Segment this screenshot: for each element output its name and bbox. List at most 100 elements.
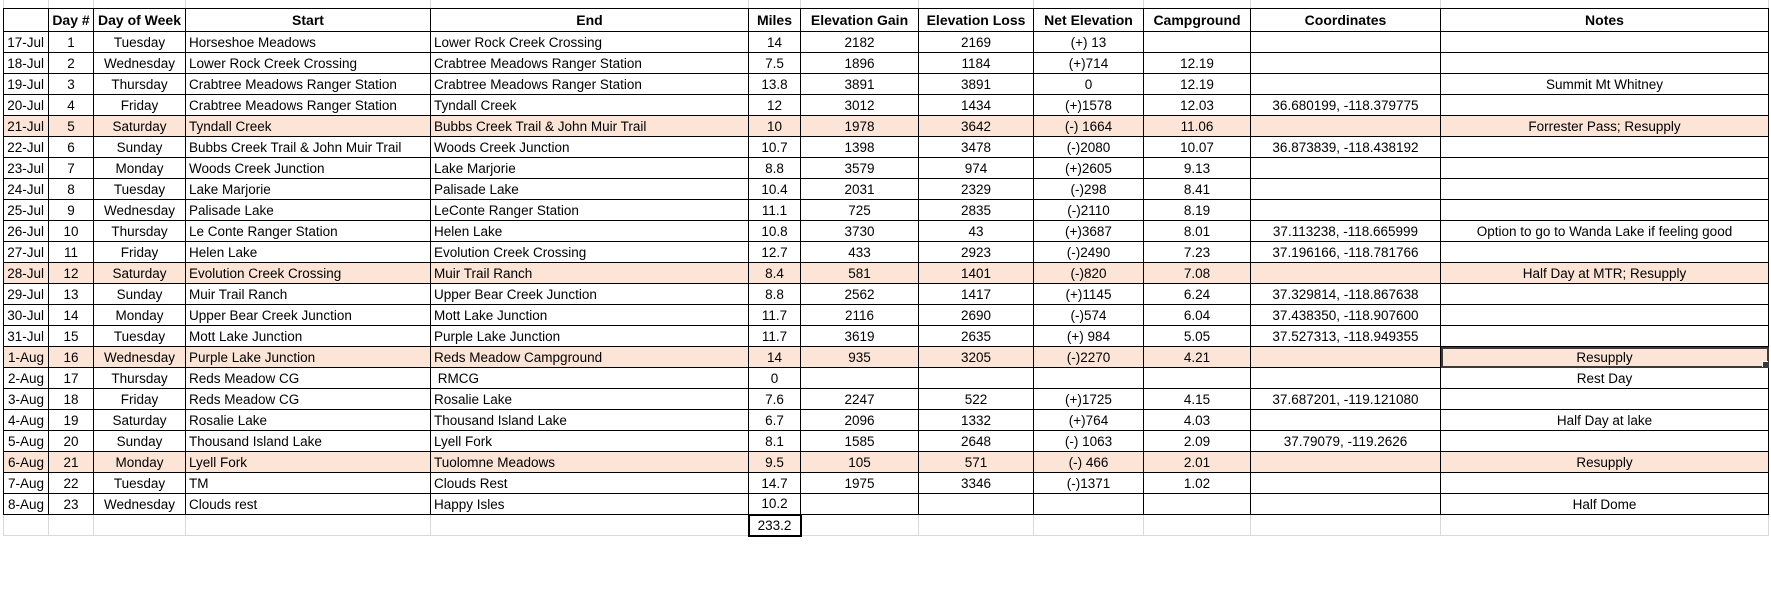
cell-date[interactable]: 23-Jul — [3, 157, 49, 179]
cell-date[interactable]: 30-Jul — [3, 304, 49, 326]
cell-end[interactable]: Bubbs Creek Trail & John Muir Trail — [430, 115, 749, 137]
cell-start[interactable]: Lower Rock Creek Crossing — [185, 52, 431, 74]
cell-elevation-gain[interactable] — [800, 493, 919, 515]
cell-start[interactable]: Crabtree Meadows Ranger Station — [185, 73, 431, 95]
cell-end[interactable]: Thousand Island Lake — [430, 409, 749, 431]
cell-miles[interactable]: 13.8 — [748, 73, 801, 95]
cell-date[interactable]: 21-Jul — [3, 115, 49, 137]
cell-coordinates[interactable]: 37.113238, -118.665999 — [1250, 220, 1441, 242]
cell-notes[interactable]: Rest Day — [1440, 367, 1769, 389]
cell-day-of-week[interactable]: Saturday — [93, 115, 186, 137]
cell-elevation-gain[interactable]: 2031 — [800, 178, 919, 200]
cell-notes[interactable]: Half Day at lake — [1440, 409, 1769, 431]
cell-day-number[interactable]: 7 — [48, 157, 94, 179]
cell-date[interactable]: 26-Jul — [3, 220, 49, 242]
cell-empty[interactable] — [185, 514, 431, 536]
cell-net-elevation[interactable]: 0 — [1033, 73, 1144, 95]
cell-elevation-gain[interactable]: 2182 — [800, 31, 919, 53]
cell-net-elevation[interactable]: (-)574 — [1033, 304, 1144, 326]
cell-net-elevation[interactable]: (-)2110 — [1033, 199, 1144, 221]
cell-notes[interactable]: Forrester Pass; Resupply — [1440, 115, 1769, 137]
cell-campground[interactable] — [1143, 493, 1251, 515]
cell-campground[interactable]: 12.03 — [1143, 94, 1251, 116]
cell-day-number[interactable]: 8 — [48, 178, 94, 200]
cell-notes[interactable] — [1440, 388, 1769, 410]
cell-notes[interactable]: Option to go to Wanda Lake if feeling go… — [1440, 220, 1769, 242]
cell-notes[interactable] — [1440, 430, 1769, 452]
cell-campground[interactable]: 2.01 — [1143, 451, 1251, 473]
cell-empty[interactable] — [800, 514, 919, 536]
cell-date[interactable]: 6-Aug — [3, 451, 49, 473]
cell-net-elevation[interactable]: (-)2490 — [1033, 241, 1144, 263]
cell-day-of-week[interactable]: Thursday — [93, 220, 186, 242]
cell-day-of-week[interactable]: Tuesday — [93, 472, 186, 494]
cell-empty[interactable] — [1143, 514, 1251, 536]
cell-elevation-loss[interactable]: 974 — [918, 157, 1034, 179]
cell-empty[interactable] — [3, 514, 49, 536]
cell-notes[interactable] — [1440, 304, 1769, 326]
cell-miles[interactable]: 11.7 — [748, 304, 801, 326]
cell-elevation-loss[interactable]: 2635 — [918, 325, 1034, 347]
cell-end[interactable]: Tuolomne Meadows — [430, 451, 749, 473]
cell-campground[interactable]: 2.09 — [1143, 430, 1251, 452]
cell-day-number[interactable]: 5 — [48, 115, 94, 137]
cell-day-of-week[interactable]: Monday — [93, 157, 186, 179]
cell-net-elevation[interactable]: (+)1725 — [1033, 388, 1144, 410]
cell-elevation-gain[interactable]: 1975 — [800, 472, 919, 494]
cell-elevation-loss[interactable]: 1184 — [918, 52, 1034, 74]
cell-date[interactable]: 2-Aug — [3, 367, 49, 389]
cell-elevation-gain[interactable]: 2116 — [800, 304, 919, 326]
cell-day-of-week[interactable]: Friday — [93, 388, 186, 410]
cell-start[interactable]: Thousand Island Lake — [185, 430, 431, 452]
column-header-net-elevation[interactable]: Net Elevation — [1033, 8, 1144, 32]
cell-notes[interactable]: Summit Mt Whitney — [1440, 73, 1769, 95]
column-header-elevation-loss[interactable]: Elevation Loss — [918, 8, 1034, 32]
cell-campground[interactable]: 6.24 — [1143, 283, 1251, 305]
cell-day-of-week[interactable]: Tuesday — [93, 178, 186, 200]
cell-miles[interactable]: 11.7 — [748, 325, 801, 347]
cell-campground[interactable]: 1.02 — [1143, 472, 1251, 494]
cell-date[interactable]: 1-Aug — [3, 346, 49, 368]
cell-elevation-loss[interactable]: 3891 — [918, 73, 1034, 95]
cell-elevation-gain[interactable]: 105 — [800, 451, 919, 473]
cell-elevation-loss[interactable]: 1417 — [918, 283, 1034, 305]
cell-miles[interactable]: 14.7 — [748, 472, 801, 494]
cell-campground[interactable] — [1143, 31, 1251, 53]
cell-elevation-loss[interactable]: 2169 — [918, 31, 1034, 53]
cell-end[interactable]: Lower Rock Creek Crossing — [430, 31, 749, 53]
cell-date[interactable]: 31-Jul — [3, 325, 49, 347]
cell-date[interactable]: 29-Jul — [3, 283, 49, 305]
cell-elevation-gain[interactable]: 3619 — [800, 325, 919, 347]
cell-end[interactable]: Lyell Fork — [430, 430, 749, 452]
cell-start[interactable]: Helen Lake — [185, 241, 431, 263]
cell-coordinates[interactable]: 37.527313, -118.949355 — [1250, 325, 1441, 347]
cell-day-number[interactable]: 16 — [48, 346, 94, 368]
cell-campground[interactable]: 7.23 — [1143, 241, 1251, 263]
cell-elevation-loss[interactable]: 2329 — [918, 178, 1034, 200]
cell-net-elevation[interactable]: (+)1145 — [1033, 283, 1144, 305]
cell-elevation-gain[interactable]: 2247 — [800, 388, 919, 410]
cell-date[interactable]: 28-Jul — [3, 262, 49, 284]
cell-notes[interactable]: Half Dome — [1440, 493, 1769, 515]
cell-miles[interactable]: 12.7 — [748, 241, 801, 263]
cell-end[interactable]: Lake Marjorie — [430, 157, 749, 179]
cell-miles[interactable]: 10.7 — [748, 136, 801, 158]
cell-day-of-week[interactable]: Monday — [93, 451, 186, 473]
cell-date[interactable]: 19-Jul — [3, 73, 49, 95]
cell-day-number[interactable]: 4 — [48, 94, 94, 116]
cell-day-of-week[interactable]: Wednesday — [93, 52, 186, 74]
cell-end[interactable]: Reds Meadow Campground — [430, 346, 749, 368]
cell-coordinates[interactable] — [1250, 472, 1441, 494]
cell-elevation-loss[interactable]: 2648 — [918, 430, 1034, 452]
cell-miles[interactable]: 9.5 — [748, 451, 801, 473]
cell-net-elevation[interactable]: (-)1371 — [1033, 472, 1144, 494]
cell-start[interactable]: Tyndall Creek — [185, 115, 431, 137]
cell-start[interactable]: Lake Marjorie — [185, 178, 431, 200]
cell-end[interactable]: Woods Creek Junction — [430, 136, 749, 158]
cell-day-of-week[interactable]: Friday — [93, 94, 186, 116]
cell-day-of-week[interactable]: Thursday — [93, 367, 186, 389]
cell-day-of-week[interactable]: Saturday — [93, 262, 186, 284]
cell-date[interactable]: 24-Jul — [3, 178, 49, 200]
cell-campground[interactable]: 5.05 — [1143, 325, 1251, 347]
column-header-day-number[interactable]: Day # — [48, 8, 94, 32]
